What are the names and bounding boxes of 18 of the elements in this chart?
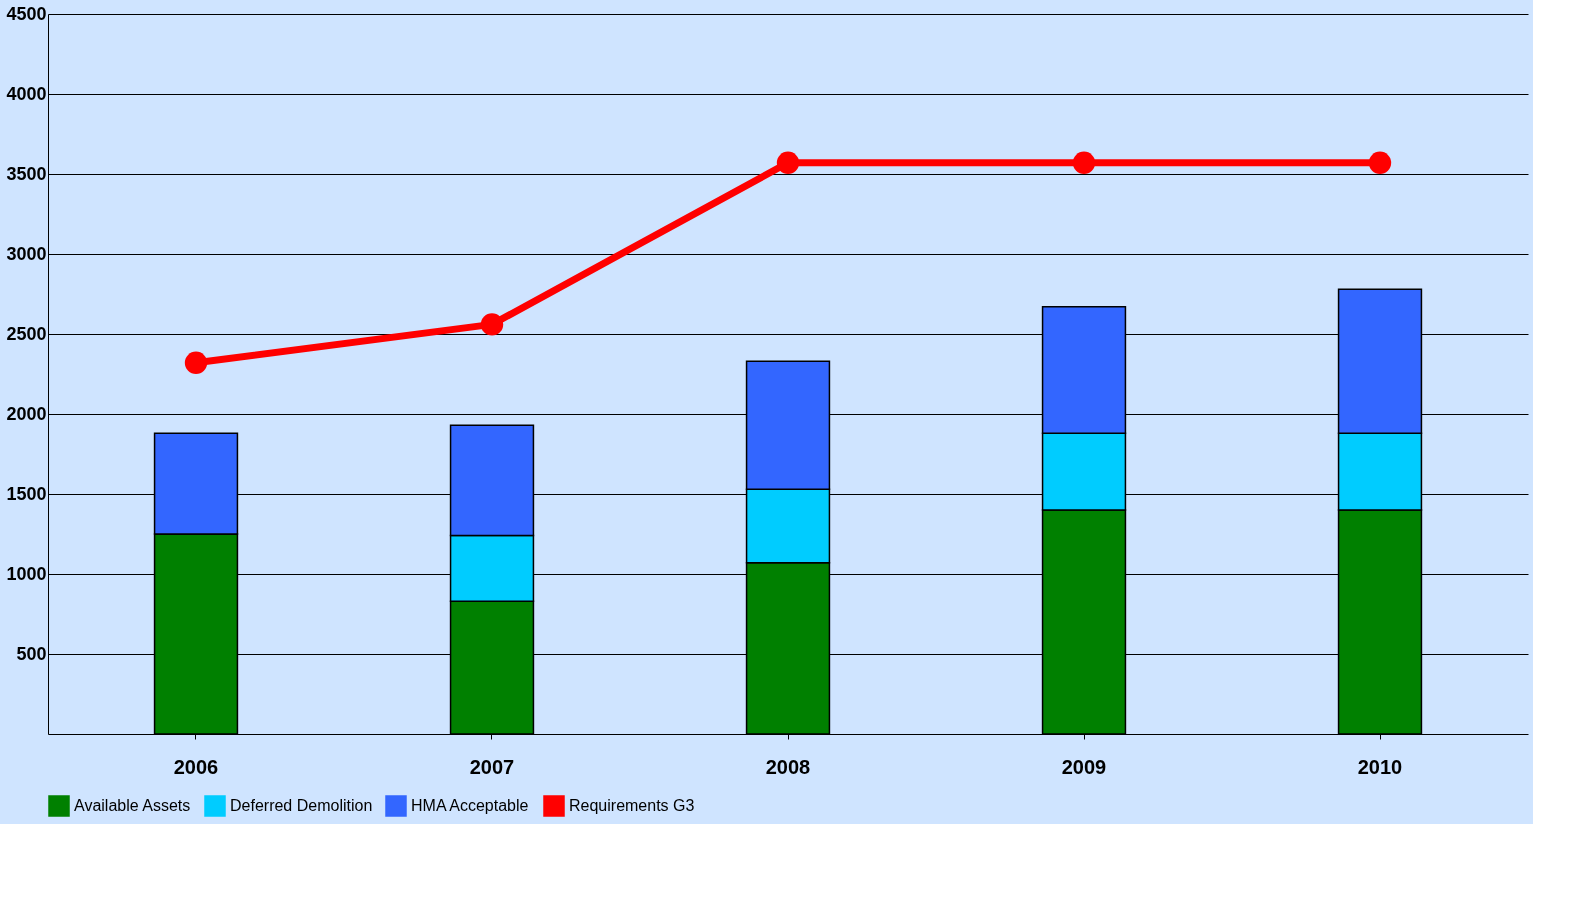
x-tick-label: 2006 — [173, 755, 219, 778]
y-tick-label: 4000 — [6, 83, 47, 104]
legend-label: Deferred Demolition — [230, 797, 373, 814]
y-tick-label: 1000 — [6, 563, 47, 584]
x-tick-label: 2010 — [1357, 755, 1403, 778]
y-tick-label: 3500 — [6, 163, 47, 184]
y-tick-label: 4500 — [6, 3, 47, 24]
x-tick-label: 2007 — [469, 755, 515, 778]
y-tick-label: 2500 — [6, 323, 47, 344]
legend-label: Available Assets — [74, 797, 191, 814]
y-tick-label: 500 — [16, 643, 47, 664]
legend-label: HMA Acceptable — [411, 797, 529, 814]
legend-label: Requirements G3 — [569, 797, 695, 814]
y-tick-label: 2000 — [6, 403, 47, 424]
x-tick-label: 2008 — [765, 755, 811, 778]
y-tick-label: 3000 — [6, 243, 47, 264]
x-tick-label: 2009 — [1061, 755, 1107, 778]
y-tick-label: 1500 — [6, 483, 47, 504]
